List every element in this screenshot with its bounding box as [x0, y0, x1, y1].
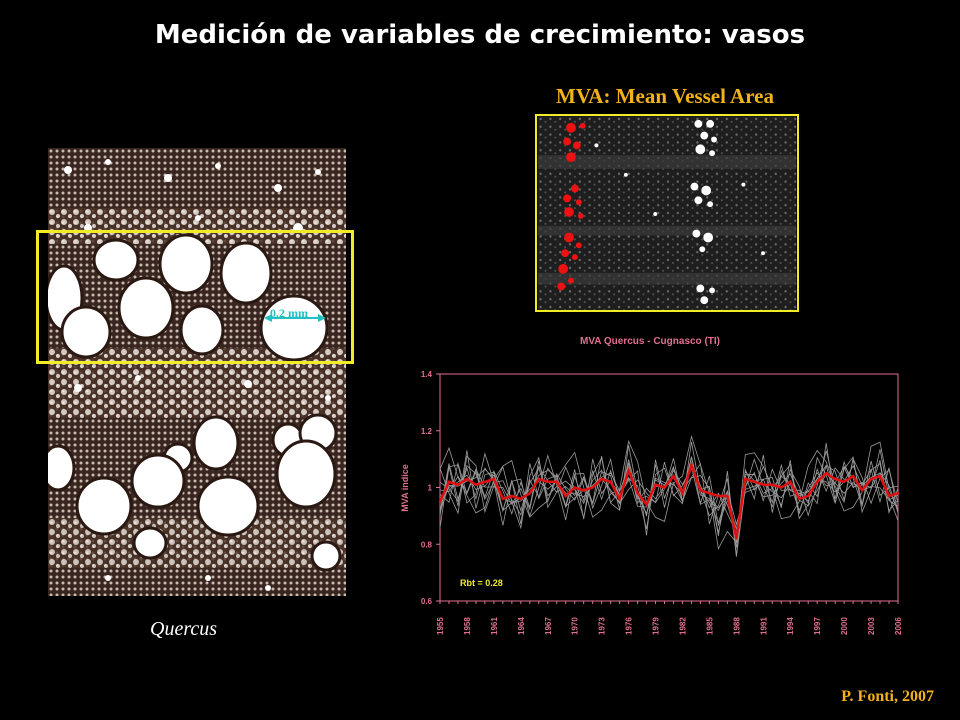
mean-point — [447, 480, 451, 484]
y-tick-label: 1 — [428, 484, 433, 493]
mva-chart: MVA Quercus - Cugnasco (TI) MVA indice R… — [400, 336, 903, 635]
mean-point — [600, 477, 603, 481]
chart-y-axis-label: MVA indice — [400, 464, 410, 512]
mean-point — [654, 483, 657, 486]
x-tick-label: 1967 — [544, 617, 553, 635]
mean-point — [582, 489, 585, 492]
chart-annotation: Rbt = 0.28 — [460, 578, 503, 588]
mean-point — [645, 503, 648, 506]
y-tick-label: 0.6 — [421, 597, 433, 606]
mean-point — [438, 500, 442, 503]
mean-point — [627, 469, 630, 472]
mean-point — [474, 483, 478, 486]
mean-point — [618, 497, 621, 501]
mean-point — [510, 494, 514, 498]
sample-line — [439, 434, 899, 551]
mean-point — [528, 491, 532, 495]
x-tick-label: 1991 — [759, 617, 768, 635]
quercus-micrograph — [48, 148, 346, 596]
mean-point — [735, 537, 738, 540]
mean-point — [492, 477, 496, 481]
x-tick-label: 1979 — [652, 617, 661, 635]
mean-point — [780, 486, 783, 489]
mean-point — [519, 497, 523, 501]
x-tick-label: 2006 — [894, 617, 903, 635]
mean-point — [690, 463, 693, 466]
x-tick-label: 1955 — [436, 617, 445, 635]
y-tick-label: 1.2 — [421, 427, 433, 436]
mean-point — [896, 491, 900, 495]
mean-point — [546, 480, 549, 484]
mean-point — [771, 483, 774, 486]
mean-point — [564, 494, 567, 498]
mean-point — [833, 477, 837, 481]
mean-point — [591, 486, 594, 489]
mean-point — [573, 486, 576, 489]
mean-point — [555, 480, 558, 484]
x-tick-label: 1988 — [732, 617, 741, 635]
mean-point — [753, 480, 756, 484]
x-tick-label: 1982 — [678, 617, 687, 635]
x-tick-label: 1976 — [625, 617, 634, 635]
mean-point — [815, 480, 819, 484]
mean-point — [717, 494, 720, 498]
sample-line — [439, 441, 899, 557]
author-credit: P. Fonti, 2007 — [841, 688, 934, 705]
mean-point — [681, 491, 684, 495]
x-tick-label: 1973 — [598, 617, 607, 635]
mean-point — [789, 480, 792, 484]
mean-point — [726, 494, 729, 498]
mean-point — [851, 474, 855, 478]
slide-title: Medición de variables de crecimiento: va… — [154, 20, 806, 50]
mean-point — [744, 477, 747, 481]
mean-point — [456, 483, 460, 486]
mean-point — [609, 480, 612, 484]
x-tick-label: 1985 — [705, 617, 714, 635]
mean-point — [501, 497, 505, 501]
mean-point — [672, 474, 675, 478]
mean-point — [806, 494, 810, 498]
scale-label: 0.2 mm — [270, 306, 308, 320]
mean-point — [878, 474, 882, 478]
mean-point — [708, 491, 711, 495]
scale-bar — [264, 314, 326, 322]
mean-point — [842, 480, 846, 484]
y-tick-label: 1.4 — [421, 370, 433, 379]
micrograph-caption: Quercus — [150, 618, 218, 640]
sample-line — [439, 450, 899, 533]
chart-title: MVA Quercus - Cugnasco (TI) — [580, 336, 720, 347]
mean-series-line — [438, 460, 899, 539]
mean-point — [887, 494, 891, 498]
x-tick-label: 2000 — [840, 617, 849, 635]
mean-point — [465, 477, 469, 481]
mean-point — [798, 497, 801, 501]
x-tick-label: 2003 — [867, 617, 876, 635]
x-tick-label: 1997 — [813, 617, 822, 635]
mva-heading: MVA: Mean Vessel Area — [556, 84, 774, 108]
vessel-image — [535, 114, 799, 312]
x-tick-label: 1961 — [490, 617, 499, 635]
mean-point — [663, 486, 666, 489]
mean-point — [636, 491, 639, 495]
selection-box — [36, 230, 354, 364]
x-tick-label: 1964 — [517, 617, 526, 635]
x-tick-label: 1970 — [571, 617, 580, 635]
mean-point — [762, 483, 765, 486]
y-tick-label: 0.8 — [421, 540, 433, 549]
mean-point — [824, 472, 828, 475]
x-tick-label: 1958 — [463, 617, 472, 635]
x-tick-label: 1994 — [786, 617, 795, 635]
mean-point — [537, 477, 540, 481]
mean-point — [699, 489, 702, 492]
mean-point — [860, 489, 864, 492]
mean-point — [869, 477, 873, 481]
mean-point — [483, 480, 487, 484]
